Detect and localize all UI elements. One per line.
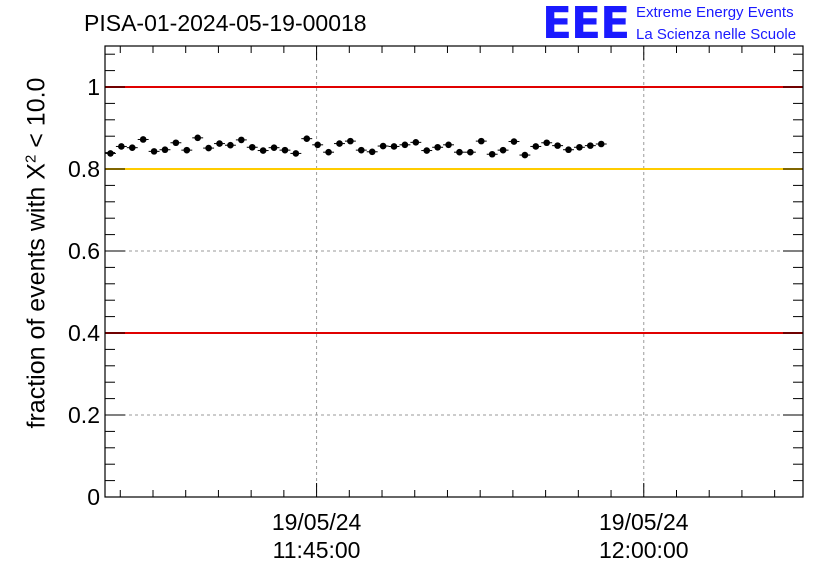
plot-frame bbox=[104, 45, 804, 498]
data-point bbox=[456, 148, 463, 156]
y-axis-label-exponent: 2 bbox=[22, 154, 40, 164]
x-tick-label-date: 19/05/24 bbox=[599, 509, 689, 535]
y-tick-label: 0.6 bbox=[68, 238, 100, 264]
data-point bbox=[150, 148, 158, 155]
x-tick-label-time: 11:45:00 bbox=[273, 537, 361, 563]
data-point bbox=[532, 143, 540, 150]
data-point bbox=[477, 137, 485, 145]
chart-title: PISA-01-2024-05-19-00018 bbox=[84, 10, 367, 36]
y-tick-label: 1 bbox=[87, 74, 100, 100]
eee-logo-mark: EEE bbox=[542, 0, 630, 49]
data-point bbox=[128, 144, 136, 151]
y-axis-label-prefix: fraction of events with bbox=[22, 179, 51, 429]
data-point bbox=[325, 148, 332, 156]
data-point bbox=[390, 143, 398, 150]
x-tick-label-date: 19/05/24 bbox=[272, 509, 362, 535]
data-point bbox=[314, 141, 321, 149]
data-point bbox=[107, 150, 114, 157]
data-point bbox=[368, 148, 376, 156]
y-axis-label-suffix: < 10.0 bbox=[22, 77, 51, 155]
data-point bbox=[401, 141, 409, 149]
data-point bbox=[434, 143, 441, 151]
data-point bbox=[118, 143, 125, 150]
y-tick-label: 0.8 bbox=[68, 156, 100, 182]
data-point bbox=[227, 141, 234, 149]
data-point bbox=[161, 146, 169, 154]
data-point bbox=[183, 146, 191, 154]
data-point bbox=[292, 150, 300, 157]
data-point bbox=[347, 137, 354, 145]
data-point bbox=[499, 146, 507, 154]
data-point bbox=[587, 142, 594, 149]
data-point bbox=[379, 142, 387, 150]
data-point bbox=[521, 151, 529, 159]
data-point bbox=[248, 143, 256, 151]
data-point bbox=[565, 146, 572, 154]
data-point bbox=[467, 148, 474, 156]
data-point bbox=[238, 136, 245, 144]
logo-line-1: Extreme Energy Events bbox=[636, 4, 794, 21]
y-tick-label: 0 bbox=[87, 484, 100, 510]
data-point bbox=[270, 144, 278, 151]
data-point bbox=[357, 146, 365, 154]
data-point bbox=[281, 146, 289, 154]
data-point bbox=[172, 139, 180, 147]
data-point bbox=[423, 147, 431, 154]
logo-line-2: La Scienza nelle Scuole bbox=[636, 26, 797, 43]
data-point bbox=[510, 138, 518, 145]
data-point bbox=[303, 135, 311, 142]
data-point bbox=[139, 136, 147, 143]
data-point bbox=[205, 144, 212, 152]
data-point bbox=[445, 141, 452, 149]
y-axis-label: fraction of events with X2 < 10.0 bbox=[22, 78, 51, 429]
data-point bbox=[194, 134, 202, 142]
y-tick-label: 0.2 bbox=[68, 402, 100, 428]
y-axis-label-symbol: X bbox=[22, 163, 51, 180]
data-point bbox=[543, 139, 551, 147]
x-tick-label-time: 12:00:00 bbox=[599, 537, 689, 563]
data-point bbox=[488, 150, 496, 158]
data-point bbox=[412, 139, 420, 146]
eee-logo: EEE Extreme Energy Events La Scienza nel… bbox=[540, 2, 832, 46]
y-tick-label: 0.4 bbox=[68, 320, 100, 346]
data-point bbox=[259, 147, 267, 154]
data-point bbox=[576, 143, 583, 151]
data-point bbox=[554, 142, 561, 149]
data-point bbox=[597, 140, 605, 148]
data-point bbox=[216, 140, 223, 147]
data-point bbox=[336, 140, 343, 147]
